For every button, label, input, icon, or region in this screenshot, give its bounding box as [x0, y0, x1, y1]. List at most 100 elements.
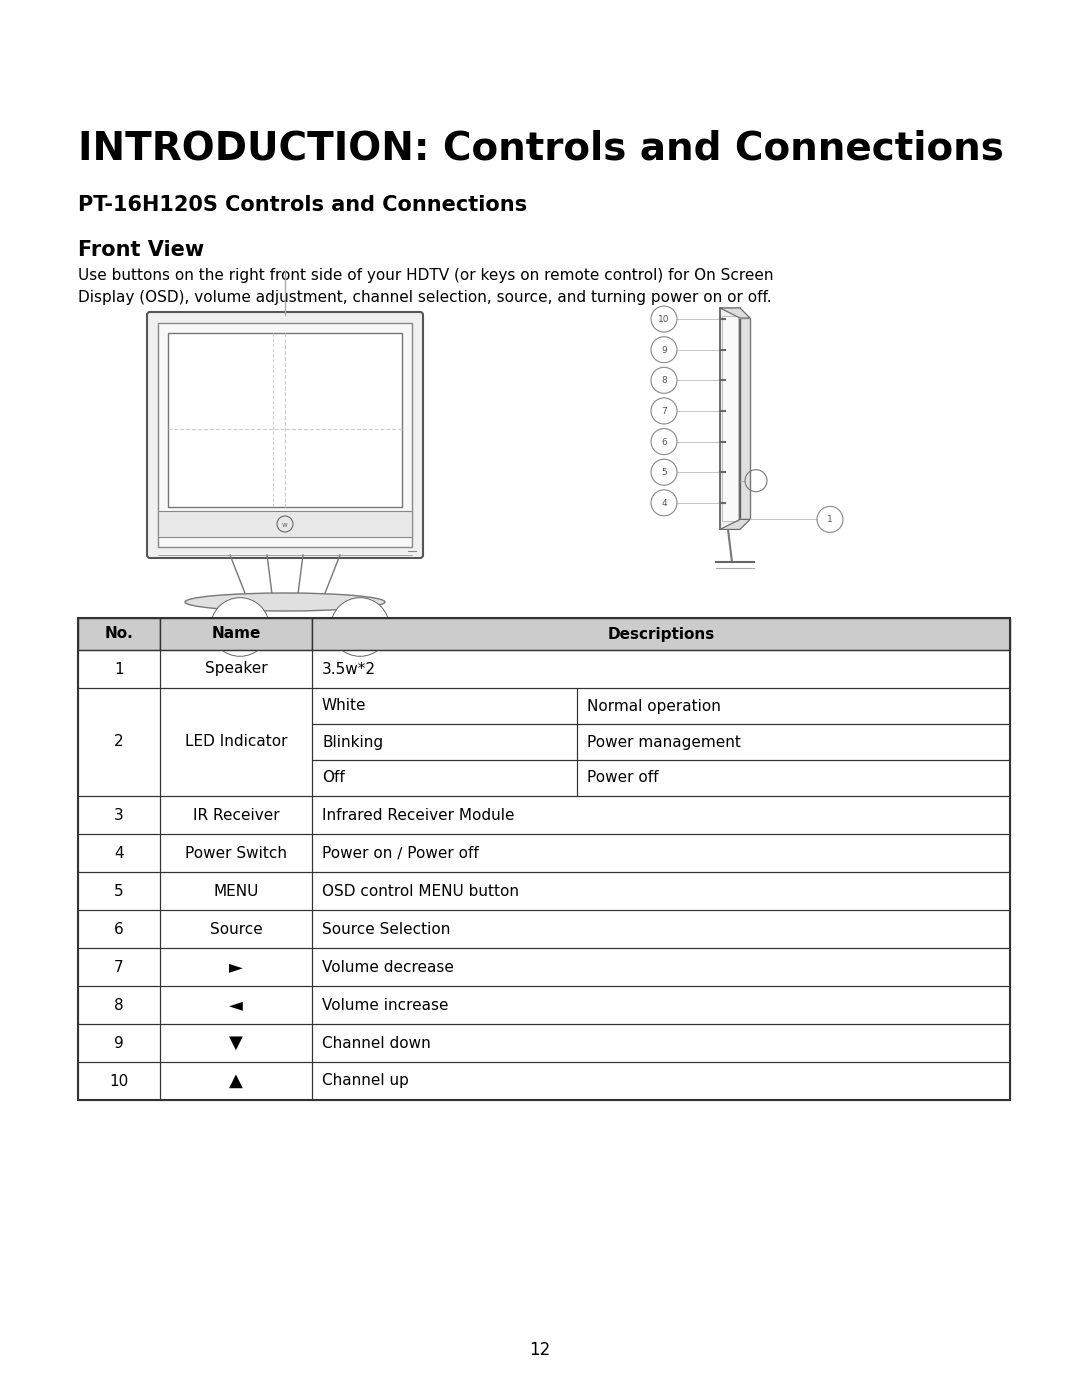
FancyBboxPatch shape: [147, 312, 423, 557]
Bar: [312, 687, 577, 724]
Text: Volume decrease: Volume decrease: [322, 960, 454, 975]
Bar: [78, 796, 160, 834]
Bar: [158, 511, 411, 536]
Bar: [160, 872, 312, 909]
Text: 8: 8: [661, 376, 666, 386]
Bar: [78, 617, 160, 650]
Bar: [312, 872, 1010, 909]
Text: 4: 4: [661, 499, 666, 509]
Bar: [577, 687, 1010, 724]
Text: w: w: [282, 522, 288, 528]
Text: Channel up: Channel up: [322, 1073, 409, 1088]
Text: Normal operation: Normal operation: [588, 698, 721, 714]
Text: White: White: [322, 698, 366, 714]
Bar: [160, 1024, 312, 1062]
Bar: [312, 617, 1010, 650]
Text: Channel down: Channel down: [322, 1035, 431, 1051]
Text: Power off: Power off: [588, 771, 659, 785]
Bar: [78, 986, 160, 1024]
Bar: [577, 760, 1010, 796]
Ellipse shape: [185, 592, 384, 610]
Text: Source: Source: [210, 922, 262, 936]
Bar: [160, 986, 312, 1024]
Bar: [160, 909, 312, 949]
Text: 12: 12: [529, 1341, 551, 1359]
Bar: [158, 323, 411, 548]
Text: Front View: Front View: [78, 240, 204, 260]
Polygon shape: [720, 307, 750, 319]
Text: Speaker: Speaker: [205, 662, 268, 676]
Text: 6: 6: [661, 437, 666, 447]
Text: Descriptions: Descriptions: [607, 626, 715, 641]
Bar: [312, 949, 1010, 986]
Bar: [312, 796, 1010, 834]
Bar: [168, 332, 402, 507]
Text: ►: ►: [229, 958, 243, 977]
Bar: [312, 650, 1010, 687]
Bar: [78, 650, 160, 687]
Text: Source Selection: Source Selection: [322, 922, 450, 936]
Text: ◄: ◄: [229, 996, 243, 1014]
Text: INTRODUCTION: Controls and Connections: INTRODUCTION: Controls and Connections: [78, 130, 1004, 168]
Text: 4: 4: [114, 845, 124, 861]
Text: 9: 9: [661, 345, 666, 355]
Bar: [78, 1024, 160, 1062]
Text: Name: Name: [212, 626, 260, 641]
Text: 2: 2: [114, 735, 124, 750]
Text: PT-16H120S Controls and Connections: PT-16H120S Controls and Connections: [78, 196, 527, 215]
Text: 7: 7: [661, 407, 666, 416]
Text: 3: 3: [114, 807, 124, 823]
Text: 2: 2: [237, 622, 243, 631]
Bar: [160, 650, 312, 687]
Text: 10: 10: [109, 1073, 129, 1088]
Text: 9: 9: [114, 1035, 124, 1051]
Text: 8: 8: [114, 997, 124, 1013]
Bar: [160, 834, 312, 872]
Bar: [312, 1062, 1010, 1099]
Bar: [312, 1024, 1010, 1062]
Text: IR Receiver: IR Receiver: [192, 807, 280, 823]
Bar: [160, 796, 312, 834]
Bar: [312, 724, 577, 760]
Bar: [78, 949, 160, 986]
Bar: [78, 909, 160, 949]
Bar: [312, 909, 1010, 949]
Text: Power Switch: Power Switch: [185, 845, 287, 861]
Bar: [160, 949, 312, 986]
Bar: [312, 986, 1010, 1024]
Text: 10: 10: [658, 316, 670, 324]
Polygon shape: [720, 520, 750, 529]
Bar: [78, 872, 160, 909]
Text: 3: 3: [356, 622, 363, 631]
Text: Display (OSD), volume adjustment, channel selection, source, and turning power o: Display (OSD), volume adjustment, channe…: [78, 291, 771, 305]
Bar: [78, 834, 160, 872]
Bar: [160, 1062, 312, 1099]
Bar: [160, 687, 312, 796]
Text: 1: 1: [827, 515, 833, 524]
Bar: [78, 617, 1010, 1099]
Bar: [723, 316, 738, 521]
Text: LED Indicator: LED Indicator: [185, 735, 287, 750]
Bar: [78, 687, 160, 796]
Text: ▼: ▼: [229, 1034, 243, 1052]
Text: 6: 6: [114, 922, 124, 936]
Bar: [78, 1062, 160, 1099]
Bar: [160, 617, 312, 650]
Text: Volume increase: Volume increase: [322, 997, 448, 1013]
Text: 5: 5: [114, 883, 124, 898]
Text: MENU: MENU: [214, 883, 259, 898]
Text: No.: No.: [105, 626, 133, 641]
Text: Use buttons on the right front side of your HDTV (or keys on remote control) for: Use buttons on the right front side of y…: [78, 268, 773, 284]
Text: Blinking: Blinking: [322, 735, 383, 750]
Bar: [312, 834, 1010, 872]
Bar: [312, 760, 577, 796]
Bar: [740, 319, 750, 520]
Bar: [577, 724, 1010, 760]
Bar: [720, 307, 740, 529]
Text: 3.5w*2: 3.5w*2: [322, 662, 376, 676]
Text: 7: 7: [114, 960, 124, 975]
Text: 5: 5: [661, 468, 666, 478]
Text: Power on ∕ Power off: Power on ∕ Power off: [322, 845, 478, 861]
Text: Power management: Power management: [588, 735, 741, 750]
Text: OSD control MENU button: OSD control MENU button: [322, 883, 519, 898]
